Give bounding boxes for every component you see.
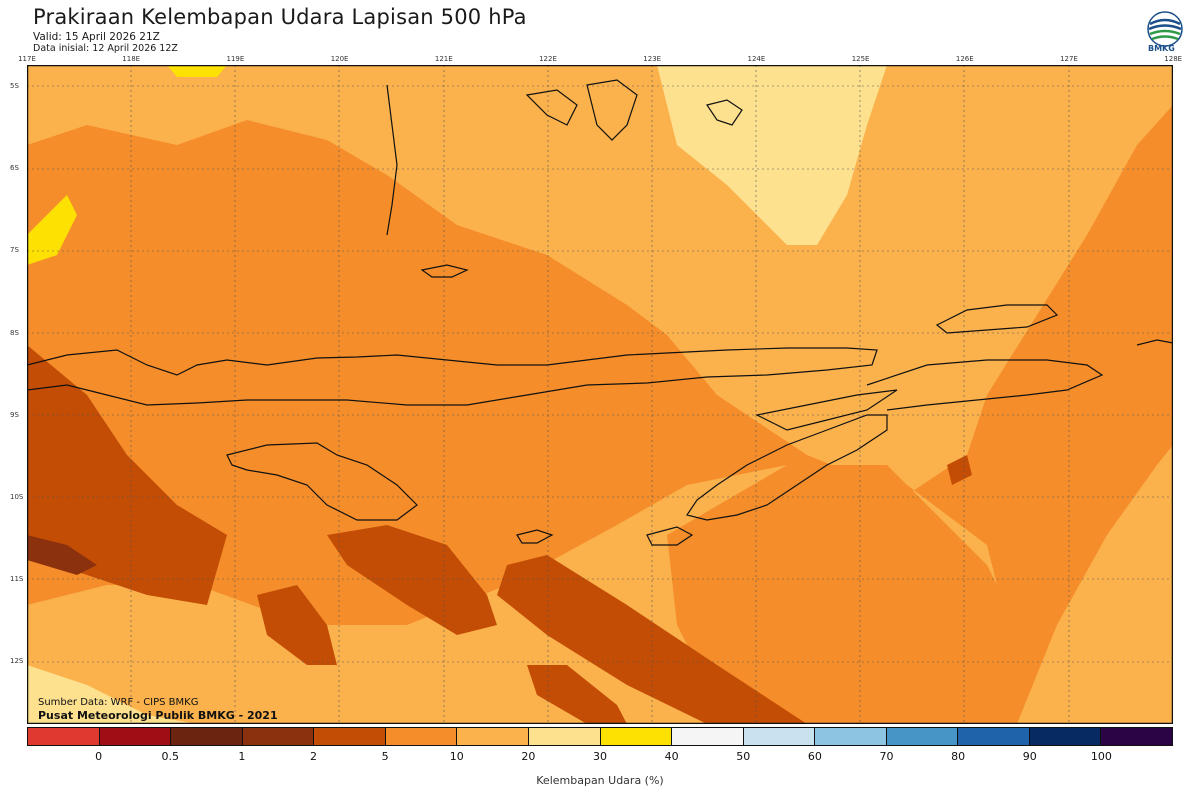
colorbar-tick: 1 [238,750,246,763]
lon-label: 128E [1164,55,1183,63]
colorbar-swatch [1029,728,1102,745]
lat-label: 5S [10,82,19,90]
humidity-zone-5-10-band2 [497,555,807,724]
humidity-zone-5-10-band5 [947,455,972,485]
colorbar-tick: 80 [951,750,966,763]
lon-label: 124E [747,55,766,63]
init-time: Data inisial: 12 April 2026 12Z [33,43,178,54]
lon-label: 119E [226,55,245,63]
colorbar-tick: 50 [736,750,751,763]
colorbar-swatch [242,728,315,745]
valid-time: Valid: 15 April 2026 21Z [33,31,160,43]
alor-arc [866,359,1104,411]
humidity-map [27,65,1173,724]
lon-label: 120E [330,55,349,63]
colorbar-swatch [600,728,673,745]
buton-islands [586,79,638,141]
map-title: Prakiraan Kelembapan Udara Lapisan 500 h… [33,5,527,29]
colorbar-swatch [958,728,1030,745]
coastlines [27,79,1173,546]
humidity-zone-5-10-band3 [257,585,337,665]
colorbar-tick: 40 [664,750,679,763]
colorbar [27,727,1173,746]
colorbar-swatch [815,728,887,745]
colorbar-swatch [743,728,816,745]
humidity-zone-30-40-north [657,65,887,245]
humidity-zone-5-10-band4 [527,665,627,724]
colorbar-tick: 10 [449,750,464,763]
colorbar-swatch [528,728,601,745]
small-island-1 [420,264,469,278]
humidity-zone-20-30-se [1017,445,1173,724]
lat-label: 8S [10,328,19,337]
lon-label: 121E [434,55,453,63]
colorbar-tick: 0.5 [161,750,180,763]
colorbar-tick: 90 [1022,750,1037,763]
bmkg-logo-icon [1147,11,1183,47]
lat-label: 10S [10,493,24,501]
selayar-islands [525,89,578,126]
sulawesi-south [386,84,398,236]
colorbar-swatch [28,728,100,745]
humidity-zone-30-40-south [27,665,197,724]
humidity-zone-5-10-sw [27,345,227,605]
colorbar-tick: 20 [521,750,536,763]
lon-label: 126E [955,55,974,63]
sumbawa-island [226,442,418,521]
humidity-zone-10-20 [27,105,1173,724]
colorbar-tick: 70 [879,750,894,763]
humidity-zone-40-50-top [167,65,227,77]
colorbar-tick: 100 [1090,750,1112,763]
data-source: Sumber Data: WRF - CIPS BMKG [38,697,199,708]
flores-outline [755,389,898,431]
colorbar-swatch [886,728,959,745]
lon-label: 118E [122,55,141,63]
lon-label: 125E [851,55,870,63]
publisher: Pusat Meteorologi Publik BMKG - 2021 [38,709,278,722]
lat-label: 6S [10,164,19,173]
colorbar-swatch [1101,728,1172,745]
colorbar-swatch [457,728,529,745]
lesser-sunda-chain [27,347,878,406]
humidity-zone-5-10-band1 [327,525,497,635]
colorbar-swatch [672,728,744,745]
logo-label: BMKG [1148,44,1175,53]
colorbar-tick: 60 [807,750,822,763]
colorbar-swatch [385,728,458,745]
humidity-zone-40-50-west [27,195,77,265]
lat-label: 9S [10,410,19,419]
colorbar-swatch [171,728,243,745]
small-island-2 [646,526,694,546]
lat-lon-grid [27,65,1173,724]
colorbar-swatch [99,728,172,745]
colorbar-tick: 2 [310,750,317,763]
small-island-3 [516,529,554,544]
timor-island [686,414,888,521]
colorbar-swatch [314,728,386,745]
lon-label: 123E [643,55,662,63]
lat-label: 11S [10,575,24,584]
colorbar-label: Kelembapan Udara (%) [536,774,664,787]
lat-label: 12S [10,657,24,666]
wetar-island [935,304,1059,334]
lon-label: 127E [1060,55,1078,63]
humidity-zone-10-20-east [667,465,1047,724]
lat-label: 7S [10,246,19,255]
small-island-4 [1136,339,1173,346]
colorbar-tick: 5 [381,750,389,763]
colorbar-tick: 0 [95,750,103,763]
lon-label: 117E [18,55,36,63]
lon-label: 122E [539,55,557,63]
colorbar-tick: 30 [593,750,607,763]
small-islands-north [706,99,743,126]
humidity-zone-2-5-sw [27,535,97,575]
